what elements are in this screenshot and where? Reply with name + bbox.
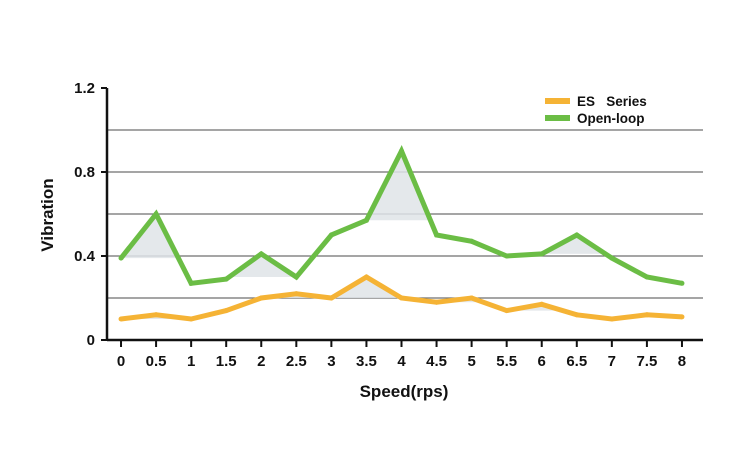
data-point — [679, 280, 685, 286]
data-point — [258, 251, 264, 257]
data-point — [574, 312, 580, 318]
data-point — [398, 295, 404, 301]
x-tick-label: 6.5 — [566, 353, 587, 370]
y-tick-label: 0.8 — [74, 164, 95, 181]
data-point — [223, 308, 229, 314]
y-tick-label: 1.2 — [74, 80, 95, 97]
x-tick-label: 7.5 — [636, 353, 657, 370]
data-point — [363, 274, 369, 280]
data-point — [504, 308, 510, 314]
shaded-peak — [331, 277, 402, 298]
x-tick-label: 6 — [538, 353, 546, 370]
data-point — [644, 312, 650, 318]
x-tick-label: 8 — [678, 353, 686, 370]
data-point — [644, 274, 650, 280]
legend-label: Open-loop — [577, 111, 645, 126]
y-tick-label: 0 — [87, 332, 95, 349]
x-tick-label: 0.5 — [146, 353, 167, 370]
x-tick-label: 3.5 — [356, 353, 377, 370]
x-tick-label: 4.5 — [426, 353, 447, 370]
data-point — [434, 232, 440, 238]
data-point — [679, 314, 685, 320]
x-tick-label: 0 — [117, 353, 125, 370]
x-tick-label: 1 — [187, 353, 195, 370]
x-tick-label: 5 — [467, 353, 475, 370]
shaded-peak — [121, 214, 179, 259]
data-point — [363, 217, 369, 223]
y-axis-label: Vibration — [38, 178, 57, 251]
data-point — [504, 253, 510, 259]
axes — [101, 87, 703, 347]
x-tick-label: 4 — [397, 353, 406, 370]
data-point — [293, 274, 299, 280]
shaded-peak — [229, 253, 297, 277]
x-tick-label: 7 — [608, 353, 616, 370]
data-point — [223, 276, 229, 282]
data-point — [469, 295, 475, 301]
data-point — [258, 295, 264, 301]
data-point — [153, 312, 159, 318]
data-point — [609, 316, 615, 322]
x-tick-label: 5.5 — [496, 353, 517, 370]
data-point — [574, 232, 580, 238]
data-point — [539, 301, 545, 307]
data-point — [118, 255, 124, 261]
data-point — [118, 316, 124, 322]
shaded-peak — [366, 151, 431, 221]
y-tick-label: 0.4 — [74, 248, 96, 265]
x-tick-label: 2 — [257, 353, 265, 370]
data-point — [539, 251, 545, 257]
x-tick-label: 2.5 — [286, 353, 307, 370]
data-point — [398, 148, 404, 154]
data-point — [188, 316, 194, 322]
x-tick-label: 1.5 — [216, 353, 237, 370]
data-point — [469, 238, 475, 244]
data-point — [293, 291, 299, 297]
data-point — [328, 295, 334, 301]
shaded-peak — [541, 235, 606, 254]
shaded-regions — [121, 151, 682, 319]
x-tick-label: 3 — [327, 353, 335, 370]
data-point — [328, 232, 334, 238]
x-axis-label: Speed(rps) — [360, 382, 449, 401]
legend-label: ES Series — [577, 94, 647, 109]
data-point — [153, 211, 159, 217]
data-point — [434, 299, 440, 305]
legend: ES Series Open-loop — [545, 94, 647, 126]
series-lines — [118, 145, 685, 322]
data-point — [609, 255, 615, 261]
data-point — [188, 280, 194, 286]
tick-labels: 0 0.4 0.8 1.2 0 0.5 1 1.5 2 2.5 3 3.5 4 4.5 5 5.5 6 6.5 7 7… — [74, 80, 686, 370]
